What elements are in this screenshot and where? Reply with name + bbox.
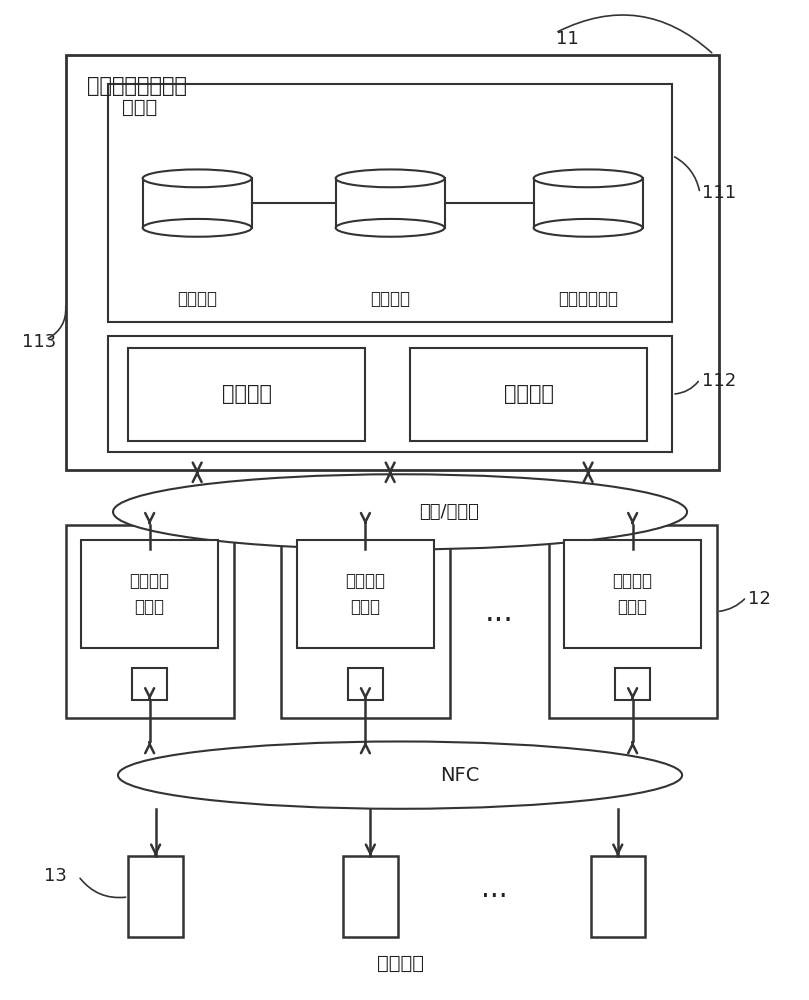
Bar — [615, 668, 650, 700]
Text: 12: 12 — [748, 590, 771, 608]
Text: 移动媒体
客户端: 移动媒体 客户端 — [129, 572, 170, 616]
Bar — [565, 540, 701, 648]
Bar — [129, 856, 183, 937]
Text: 112: 112 — [702, 372, 736, 390]
Text: 数据库: 数据库 — [122, 98, 157, 117]
Bar — [591, 856, 645, 937]
Bar — [66, 525, 234, 718]
Text: 地图数据: 地图数据 — [177, 290, 217, 308]
Text: 商户信息: 商户信息 — [371, 290, 410, 308]
Bar — [66, 55, 718, 470]
Bar — [282, 525, 450, 718]
Ellipse shape — [118, 741, 682, 809]
Bar — [128, 348, 366, 441]
Ellipse shape — [534, 169, 642, 187]
Bar — [82, 540, 218, 648]
Text: 发送单元: 发送单元 — [222, 384, 272, 404]
Text: 接收单元: 接收单元 — [504, 384, 553, 404]
Ellipse shape — [534, 219, 642, 237]
Text: ···: ··· — [485, 607, 514, 636]
Bar — [534, 178, 642, 228]
Bar — [343, 856, 397, 937]
Bar — [410, 348, 647, 441]
Bar — [142, 178, 252, 228]
Bar — [336, 178, 445, 228]
Text: ···: ··· — [481, 883, 507, 911]
Text: 移动媒体发布平台: 移动媒体发布平台 — [87, 76, 188, 96]
Text: 移动终端: 移动终端 — [376, 954, 424, 973]
Bar — [549, 525, 717, 718]
Bar — [348, 668, 383, 700]
Text: 113: 113 — [22, 333, 57, 351]
Text: NFC: NFC — [440, 766, 479, 785]
Text: 移动媒体
客户端: 移动媒体 客户端 — [612, 572, 653, 616]
Ellipse shape — [142, 219, 252, 237]
Bar — [108, 84, 672, 322]
Text: 电子优惠信息: 电子优惠信息 — [558, 290, 618, 308]
Text: 111: 111 — [702, 184, 736, 202]
Ellipse shape — [113, 474, 687, 549]
Bar — [297, 540, 434, 648]
Text: 13: 13 — [44, 867, 66, 885]
Text: 11: 11 — [557, 30, 579, 48]
Ellipse shape — [336, 219, 445, 237]
Text: 固网/无线网: 固网/无线网 — [420, 503, 480, 521]
Bar — [132, 668, 167, 700]
Text: 移动媒体
客户端: 移动媒体 客户端 — [345, 572, 385, 616]
Ellipse shape — [336, 169, 445, 187]
Ellipse shape — [142, 169, 252, 187]
Bar — [108, 336, 672, 452]
